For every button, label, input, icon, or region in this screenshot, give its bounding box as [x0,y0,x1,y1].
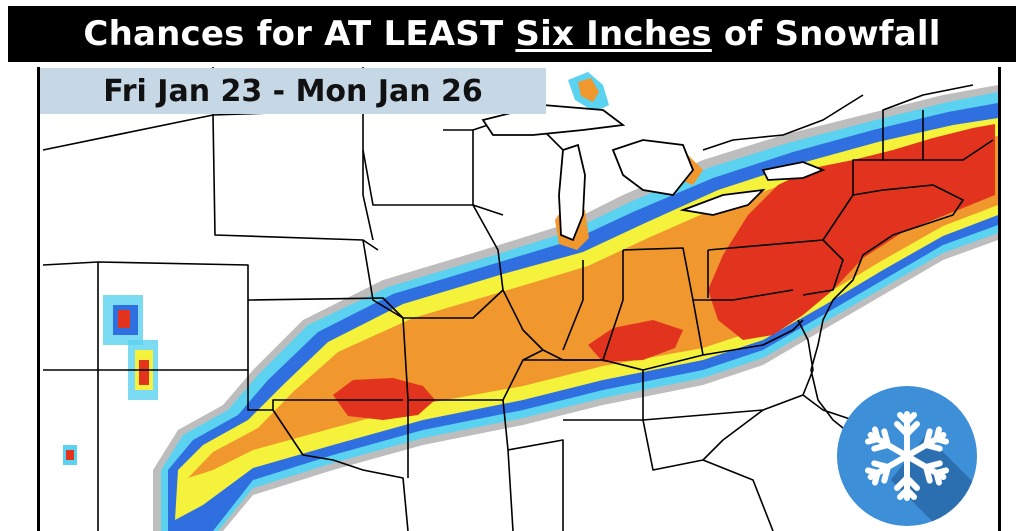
title-background: Chances for AT LEAST Six Inches of Snowf… [8,6,1016,62]
snowfall-probability-map [42,67,998,531]
title-emphasis: Six Inches [515,14,712,54]
page-title: Chances for AT LEAST Six Inches of Snowf… [83,14,940,54]
east-coastline [810,184,965,471]
state-boundaries [42,67,994,531]
lake-effect-upper-inner [578,78,599,102]
forecast-map [37,67,1001,531]
date-range-label: Fri Jan 23 - Mon Jan 26 [40,68,546,114]
date-range-text: Fri Jan 23 - Mon Jan 26 [103,73,483,109]
probability-band-red-ohio [588,320,683,362]
probability-band-red-plains [333,378,435,420]
mountain-snow-speckles [63,295,158,465]
title-suffix: of Snowfall [711,14,941,54]
probability-band-red-northeast [708,124,995,340]
title-prefix: Chances for AT LEAST [83,14,516,54]
title-banner: Chances for AT LEAST Six Inches of Snowf… [0,0,1024,62]
great-lakes [481,104,826,242]
snowflake-icon [837,386,977,526]
